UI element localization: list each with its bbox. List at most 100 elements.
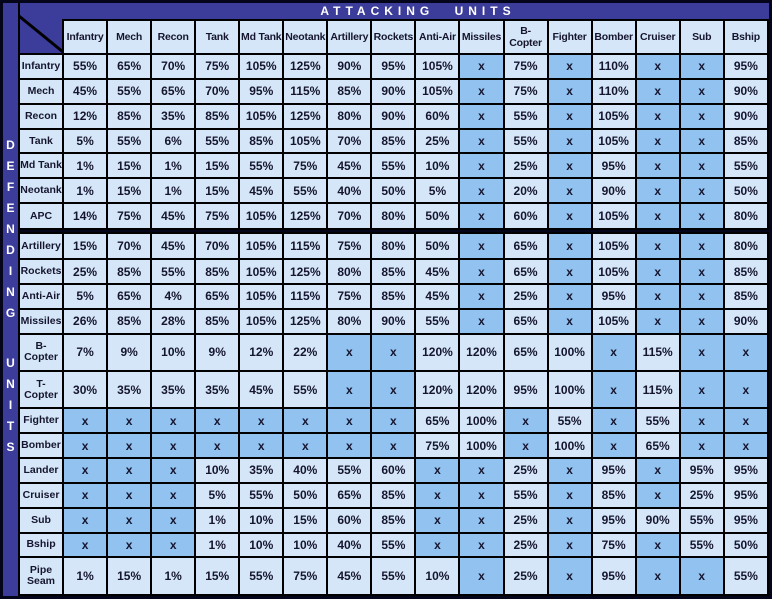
damage-cell: 65%	[150, 77, 197, 105]
damage-cell: 105%	[238, 228, 285, 261]
damage-cell: 55%	[502, 481, 549, 509]
damage-cell: 75%	[326, 228, 373, 261]
damage-cell: x	[546, 77, 593, 105]
damage-cell: x	[634, 53, 681, 80]
damage-cell: x	[546, 258, 593, 285]
damage-cell: 55%	[150, 258, 197, 285]
column-header: Anti-Air	[414, 19, 461, 55]
damage-cell: 85%	[370, 481, 417, 509]
damage-cell: x	[106, 407, 153, 435]
damage-cell: 75%	[502, 53, 549, 80]
damage-cell: 75%	[194, 202, 241, 233]
damage-cell: 95%	[370, 53, 417, 80]
damage-cell: 115%	[282, 282, 329, 310]
damage-cell: 115%	[282, 228, 329, 261]
row-header: Fighter	[17, 407, 65, 435]
damage-cell: x	[634, 102, 681, 130]
damage-cell: 105%	[414, 77, 461, 105]
damage-cell: 30%	[62, 369, 109, 410]
damage-cell: 95%	[722, 53, 770, 80]
row-header: Anti-Air	[17, 282, 65, 310]
damage-cell: x	[370, 369, 417, 410]
damage-cell: x	[150, 432, 197, 459]
damage-cell: 10%	[282, 531, 329, 559]
damage-cell: 90%	[722, 307, 770, 335]
damage-cell: 60%	[502, 202, 549, 233]
damage-cell: x	[634, 152, 681, 180]
damage-cell: 55%	[194, 127, 241, 155]
damage-cell: x	[106, 432, 153, 459]
damage-cell: 10%	[414, 152, 461, 180]
damage-cell: x	[678, 432, 725, 459]
damage-cell: 1%	[150, 556, 197, 596]
damage-cell: x	[634, 556, 681, 596]
damage-cell: 6%	[150, 127, 197, 155]
damage-cell: 65%	[106, 282, 153, 310]
damage-cell: 105%	[238, 307, 285, 335]
damage-cell: 110%	[590, 53, 637, 80]
damage-cell: 90%	[634, 506, 681, 534]
damage-cell: 80%	[326, 307, 373, 335]
damage-cell: 15%	[194, 152, 241, 180]
damage-cell: x	[326, 407, 373, 435]
damage-cell: 70%	[194, 77, 241, 105]
table-row: Bship x x x 1% 10% 10% 40% 55% x x 25% x 75% x 55% 50%	[17, 531, 770, 559]
column-header: Missiles	[458, 19, 505, 55]
damage-cell: 55%	[106, 127, 153, 155]
damage-cell: x	[458, 202, 505, 233]
damage-cell: x	[458, 481, 505, 509]
table-row: Sub x x x 1% 10% 15% 60% 85% x x 25% x 95% 90% 55% 95%	[17, 506, 770, 534]
damage-cell: 15%	[106, 152, 153, 180]
damage-cell: x	[458, 456, 505, 484]
damage-cell: x	[458, 556, 505, 596]
damage-cell: 55%	[282, 369, 329, 410]
damage-cell: 25%	[502, 556, 549, 596]
damage-cell: x	[326, 369, 373, 410]
damage-cell: 25%	[678, 481, 725, 509]
damage-cell: 45%	[62, 77, 109, 105]
damage-cell: x	[590, 407, 637, 435]
damage-cell: x	[678, 369, 725, 410]
damage-cell: 25%	[62, 258, 109, 285]
damage-cell: 85%	[106, 307, 153, 335]
row-header: B-Copter	[17, 332, 65, 372]
damage-cell: 55%	[370, 152, 417, 180]
damage-cell: 1%	[150, 177, 197, 205]
damage-cell: 95%	[678, 456, 725, 484]
damage-cell: 105%	[238, 202, 285, 233]
damage-cell: 5%	[194, 481, 241, 509]
damage-cell: x	[502, 432, 549, 459]
damage-cell: x	[546, 456, 593, 484]
damage-cell: 25%	[502, 531, 549, 559]
damage-cell: x	[678, 77, 725, 105]
damage-cell: 90%	[370, 307, 417, 335]
damage-cell: x	[150, 407, 197, 435]
damage-cell: 35%	[150, 369, 197, 410]
damage-cell: x	[458, 53, 505, 80]
damage-cell: 75%	[194, 53, 241, 80]
damage-cell: x	[722, 369, 770, 410]
damage-cell: 15%	[194, 556, 241, 596]
damage-cell: 70%	[106, 228, 153, 261]
damage-cell: x	[678, 556, 725, 596]
row-header: Pipe Seam	[17, 556, 65, 596]
damage-cell: 55%	[502, 102, 549, 130]
damage-cell: 55%	[282, 177, 329, 205]
column-header: Bship	[722, 19, 770, 55]
damage-cell: 45%	[414, 282, 461, 310]
damage-cell: 45%	[326, 152, 373, 180]
damage-cell: 95%	[590, 456, 637, 484]
damage-cell: x	[590, 432, 637, 459]
damage-cell: x	[546, 556, 593, 596]
damage-cell: 75%	[106, 202, 153, 233]
damage-cell: 55%	[678, 531, 725, 559]
table-row: T-Copter 30% 35% 35% 35% 45% 55% x x 120% 120% 95% 1…	[17, 369, 770, 410]
damage-cell: 85%	[722, 258, 770, 285]
damage-cell: 75%	[590, 531, 637, 559]
column-header: Fighter	[546, 19, 593, 55]
damage-cell: 90%	[722, 102, 770, 130]
damage-cell: 120%	[458, 332, 505, 372]
damage-table-body: Infantry 55% 65% 70% 75% 105% 125% 90% 95% 105% x 7…	[17, 53, 770, 596]
damage-cell: x	[106, 481, 153, 509]
